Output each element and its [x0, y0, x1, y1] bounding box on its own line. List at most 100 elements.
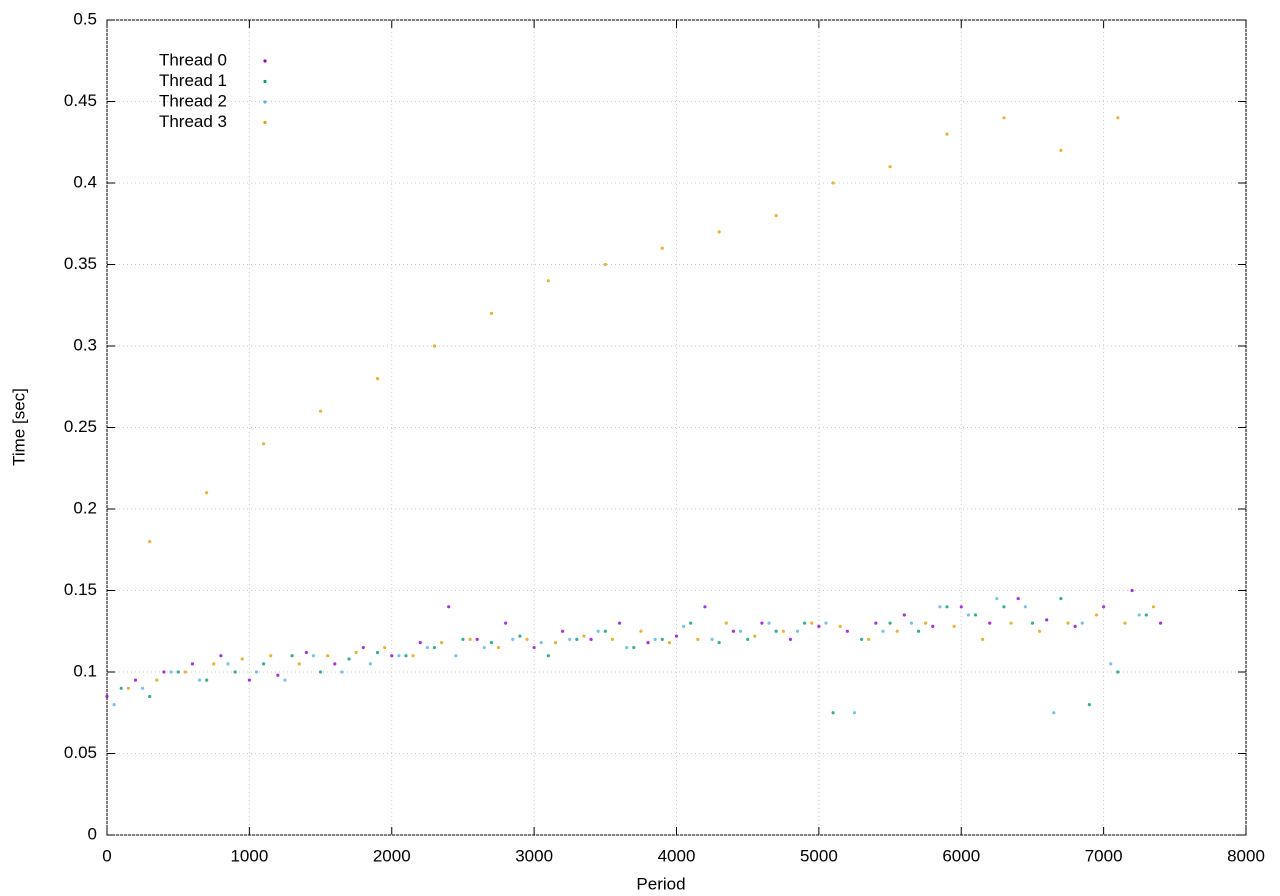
point: [475, 637, 479, 642]
point: [504, 621, 508, 625]
point: [140, 686, 145, 690]
point: [347, 657, 351, 661]
point: [781, 629, 785, 633]
y-tick-label: 0.1: [73, 661, 97, 680]
point: [710, 637, 714, 642]
point: [197, 678, 202, 682]
point: [489, 311, 494, 315]
point: [988, 621, 992, 625]
point: [539, 641, 543, 645]
point: [525, 637, 529, 642]
point: [1158, 621, 1163, 625]
point: [895, 629, 899, 633]
y-tick-label: 0.4: [73, 172, 97, 191]
point: [390, 654, 394, 658]
point: [190, 662, 195, 666]
point: [354, 650, 358, 655]
legend-label: Thread 2: [159, 91, 227, 110]
point: [454, 654, 458, 658]
legend-label: Thread 0: [159, 50, 227, 69]
point: [112, 703, 116, 707]
point: [717, 230, 721, 234]
legend-marker: [263, 79, 267, 84]
point: [247, 678, 251, 682]
point: [561, 629, 565, 633]
point: [610, 637, 615, 642]
point: [1066, 621, 1070, 625]
point: [368, 662, 372, 666]
point: [126, 686, 130, 690]
point: [1052, 711, 1056, 715]
point: [262, 662, 266, 666]
point: [418, 641, 422, 645]
point: [1116, 116, 1120, 120]
point: [205, 678, 209, 682]
x-tick-label: 5000: [800, 846, 838, 865]
point: [432, 344, 437, 348]
point: [254, 670, 259, 674]
point: [774, 214, 778, 218]
point: [703, 605, 707, 609]
point: [1002, 116, 1006, 120]
point: [774, 629, 778, 633]
point: [582, 634, 586, 638]
legend-label: Thread 1: [159, 71, 227, 90]
point: [133, 678, 138, 682]
point: [397, 654, 401, 658]
point: [924, 621, 928, 625]
y-tick-label: 0.3: [73, 335, 97, 354]
point: [852, 711, 857, 715]
point: [653, 637, 657, 642]
point: [724, 621, 728, 625]
point: [1102, 605, 1106, 609]
point: [375, 377, 380, 381]
point: [632, 645, 636, 650]
point: [660, 637, 664, 642]
point: [432, 645, 437, 650]
point: [333, 662, 337, 666]
point: [902, 613, 906, 617]
x-tick-label: 7000: [1085, 846, 1123, 865]
point: [105, 694, 109, 699]
point: [219, 654, 223, 658]
point: [1109, 662, 1113, 666]
x-tick-label: 0: [102, 846, 111, 865]
legend-marker: [263, 100, 267, 104]
point: [1016, 597, 1020, 601]
point: [568, 637, 572, 642]
point: [297, 662, 301, 666]
point: [162, 670, 166, 674]
point: [1023, 605, 1027, 609]
point: [1137, 613, 1141, 617]
point: [262, 442, 266, 446]
point: [760, 621, 764, 625]
y-tick-label: 0.5: [73, 9, 97, 28]
point: [176, 670, 180, 674]
y-tick-label: 0: [88, 824, 97, 843]
x-tick-label: 1000: [230, 846, 268, 865]
point: [518, 634, 522, 638]
y-axis-label: Time [sec]: [9, 388, 28, 466]
point: [881, 629, 885, 633]
point: [447, 605, 451, 609]
point: [788, 637, 793, 642]
legend-label: Thread 3: [159, 112, 227, 131]
point: [169, 670, 173, 674]
point: [660, 246, 664, 250]
point: [589, 637, 593, 642]
point: [674, 634, 679, 638]
point: [383, 645, 387, 650]
point: [1059, 148, 1063, 152]
point: [639, 629, 643, 633]
point: [183, 670, 187, 674]
point: [553, 641, 558, 645]
point: [411, 654, 415, 658]
point: [916, 629, 921, 633]
point: [859, 637, 864, 642]
x-tick-label: 4000: [658, 846, 696, 865]
point: [439, 641, 444, 645]
x-tick-label: 3000: [515, 846, 553, 865]
point: [995, 597, 999, 601]
legend-marker: [263, 59, 267, 63]
